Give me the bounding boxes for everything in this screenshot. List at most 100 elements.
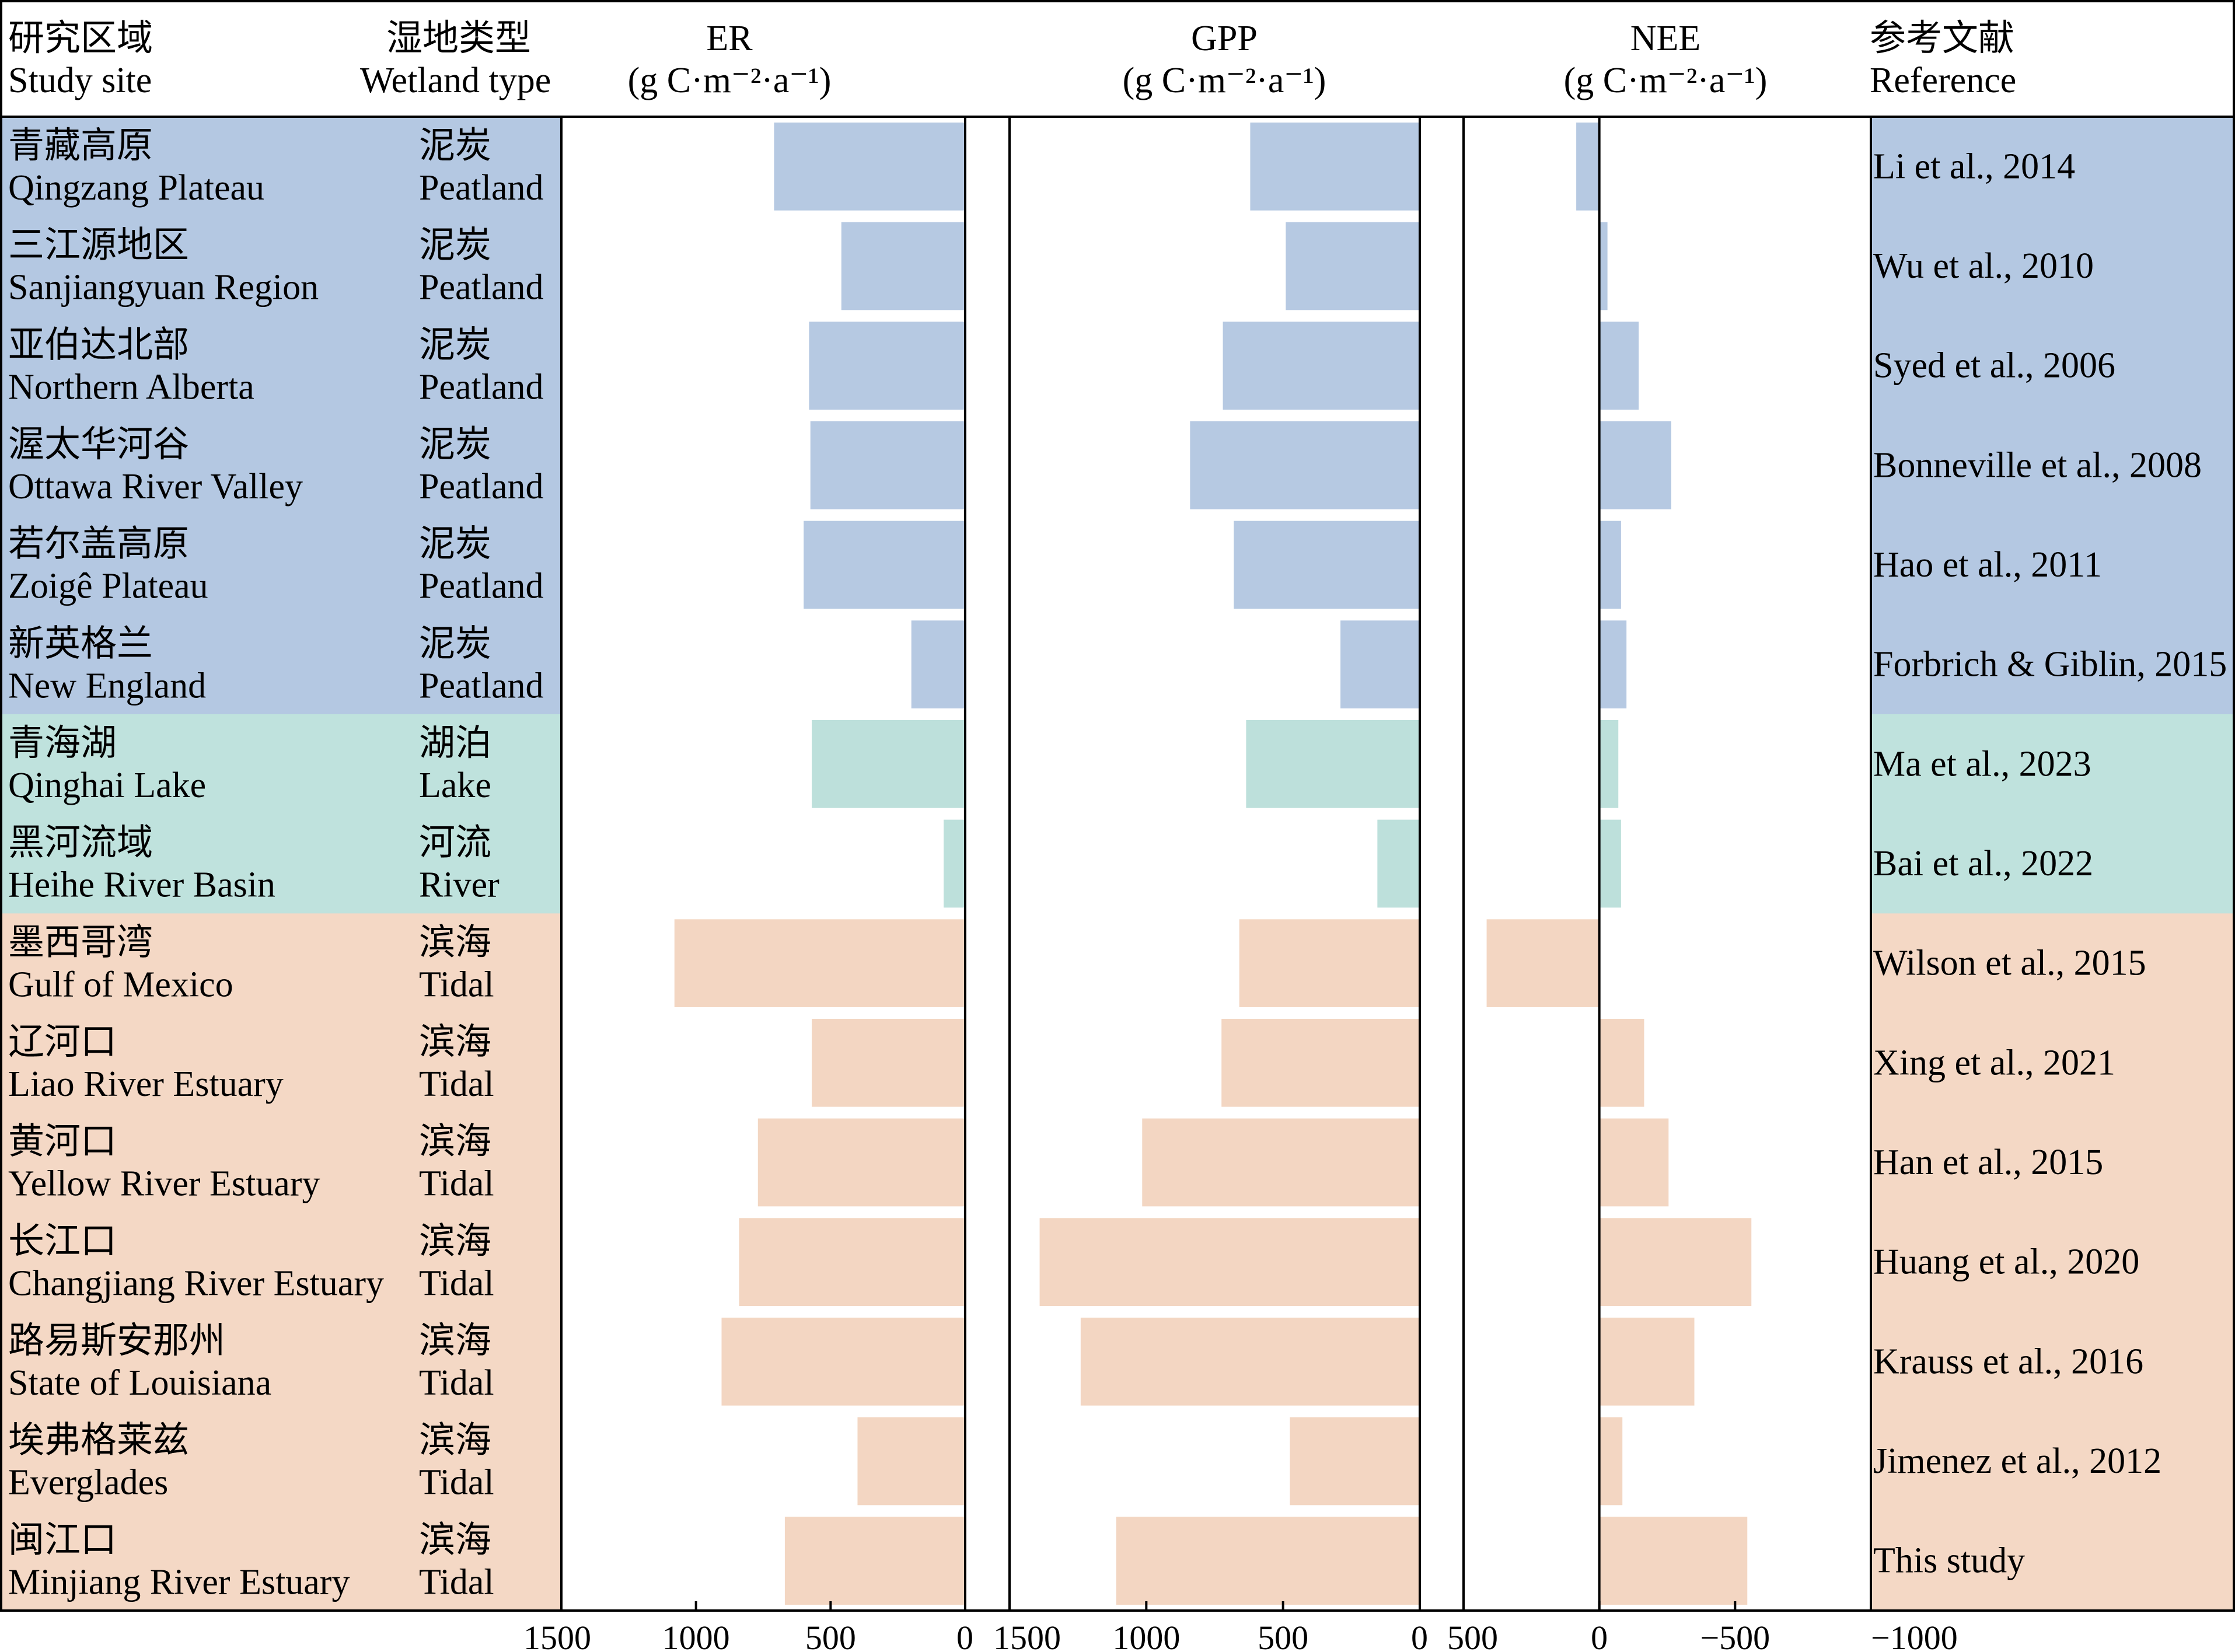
reference-label: Bonneville et al., 2008 [1873,445,2202,485]
er-bar [674,919,965,1007]
type-label-en: Peatland [419,268,544,308]
reference-background [1871,614,2235,715]
nee-bar [1599,1318,1695,1406]
site-label-zh: 若尔盖高原 [8,525,189,564]
site-label-en: Sanjiangyuan Region [8,268,319,308]
label-background [0,1511,561,1611]
tick-label: 0 [1411,1619,1428,1652]
reference-background [1871,714,2235,815]
nee-bar [1599,521,1621,609]
type-label-en: Peatland [419,567,544,606]
site-label-en: Heihe River Basin [8,865,275,905]
reference-label: Huang et al., 2020 [1873,1242,2139,1282]
site-label-zh: 青海湖 [8,724,117,763]
reference-label: Syed et al., 2006 [1873,346,2115,386]
type-label-zh: 泥炭 [419,525,491,564]
type-label-zh: 滨海 [419,1520,491,1560]
label-background [0,415,561,516]
nee-bar [1599,720,1619,808]
label-background [0,117,561,217]
er-bar [911,620,965,708]
type-label-zh: 泥炭 [419,126,491,166]
site-label-en: New England [8,666,206,705]
gpp-bar [1340,620,1420,708]
reference-background [1871,913,2235,1014]
site-label-en: Northern Alberta [8,367,254,407]
panel-frame [1008,116,1421,1612]
site-label-en: Ottawa River Valley [8,467,303,507]
tick-label: 0 [956,1619,973,1652]
er-bar [804,521,965,609]
tick-label: 0 [1591,1619,1608,1652]
type-label-en: Peatland [419,367,544,407]
site-label-zh: 新英格兰 [8,624,153,663]
site-label-en: Qingzang Plateau [8,168,264,208]
type-label-zh: 滨海 [419,1321,491,1361]
tick-label: 500 [1258,1619,1308,1652]
er-bar [774,123,965,211]
label-background [0,1212,561,1312]
type-label-en: Tidal [419,1064,494,1104]
reference-background [1871,813,2235,914]
gpp-bar [1246,720,1420,808]
label-background [0,216,561,317]
er-bar [857,1417,965,1506]
panel-frame [560,116,966,1612]
nee-bar [1599,1218,1752,1306]
reference-label: Krauss et al., 2016 [1873,1342,2143,1381]
gpp-bar [1080,1318,1420,1406]
reference-background [1871,1013,2235,1113]
header-ref-en: Reference [1870,61,2016,100]
site-label-zh: 墨西哥湾 [8,923,153,962]
nee-bar [1599,421,1671,509]
type-label-en: Tidal [419,1562,494,1602]
nee-bar [1599,1417,1623,1506]
type-label-en: Tidal [419,1363,494,1403]
nee-bar [1576,123,1600,211]
reference-label: Xing et al., 2021 [1873,1043,2115,1082]
tick-label: 500 [1447,1619,1498,1652]
type-label-zh: 泥炭 [419,425,491,464]
type-label-en: Tidal [419,1463,494,1503]
site-label-en: Everglades [8,1463,168,1503]
tick-label: 500 [805,1619,856,1652]
type-label-zh: 滨海 [419,923,491,962]
er-bar [757,1118,965,1207]
type-label-zh: 湖泊 [419,724,491,763]
tick-label: 1000 [662,1619,730,1652]
gpp-bar [1286,222,1420,310]
gpp-bar [1377,819,1420,908]
er-bar [784,1517,965,1605]
er-bar [841,222,965,310]
type-label-en: Peatland [419,467,544,507]
gpp-bar [1223,322,1420,410]
type-label-zh: 泥炭 [419,325,491,365]
type-label-en: Peatland [419,666,544,705]
gpp-bar [1239,919,1420,1007]
gpp-bar [1116,1517,1420,1605]
tick-label: 1500 [993,1619,1061,1652]
reference-background [1871,216,2235,317]
header-ref-zh: 参考文献 [1870,19,2014,58]
type-label-en: River [419,865,500,905]
er-bar [812,720,965,808]
reference-label: Hao et al., 2011 [1873,545,2102,585]
label-background [0,714,561,815]
label-background [0,1013,561,1113]
type-label-en: Lake [419,766,491,805]
reference-label: Han et al., 2015 [1873,1143,2103,1182]
site-label-en: Liao River Estuary [8,1064,284,1104]
group-backgrounds [0,117,2235,1611]
site-label-zh: 闽江口 [8,1520,117,1560]
gpp-bar [1039,1218,1420,1306]
label-background [0,614,561,715]
reference-background [1871,1212,2235,1312]
gpp-bar [1221,1019,1420,1107]
panel-nee-title: NEE [1630,19,1701,58]
type-label-en: Tidal [419,965,494,1004]
panel-gpp-unit: (g C·m⁻²·a⁻¹) [1123,61,1326,100]
label-background [0,1411,561,1512]
nee-bar [1599,819,1621,908]
type-label-en: Tidal [419,1164,494,1204]
